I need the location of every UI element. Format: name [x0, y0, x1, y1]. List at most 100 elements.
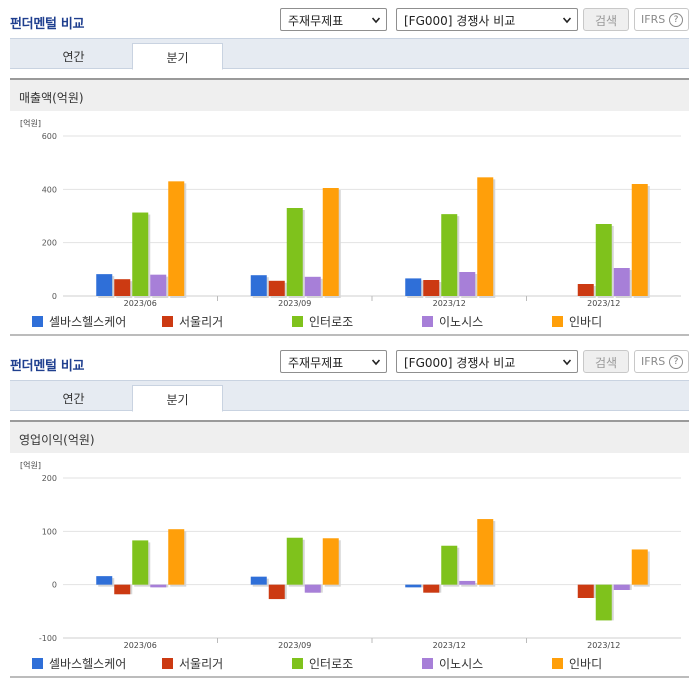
bar [268, 584, 285, 600]
statement-type-value: 주재무제표 [288, 356, 344, 370]
legend-label: 인바디 [569, 315, 603, 329]
period-tabs: 연간 분기 [10, 380, 689, 412]
bar [477, 177, 494, 296]
bar [286, 208, 303, 296]
legend-swatch [422, 316, 433, 327]
peer-group-value: [FG000] 경쟁사 비교 [404, 356, 516, 370]
bar [114, 584, 131, 595]
statement-type-value: 주재무제표 [288, 14, 344, 28]
bar [631, 184, 648, 296]
bar [631, 549, 648, 585]
statement-type-select[interactable]: 주재무제표 [280, 8, 387, 31]
tab-annual[interactable]: 연간 [62, 392, 85, 406]
peer-group-select[interactable]: [FG000] 경쟁사 비교 [396, 350, 578, 373]
bar [322, 538, 339, 585]
ifrs-button[interactable]: IFRS ? [634, 8, 689, 31]
x-tick-label: 2023/12 [587, 299, 620, 308]
bar [96, 576, 113, 585]
legend-item[interactable]: 인터로조 [292, 313, 353, 330]
period-tabs: 연간 분기 [10, 38, 689, 70]
bar [613, 268, 630, 296]
panel-title: 펀더멘털 비교 [10, 359, 85, 374]
chart-heading: 매출액(억원) [10, 78, 689, 111]
peer-group-select[interactable]: [FG000] 경쟁사 비교 [396, 8, 578, 31]
search-button[interactable]: 검색 [583, 350, 629, 373]
bar [459, 272, 476, 296]
help-icon[interactable]: ? [669, 355, 683, 369]
legend-swatch [422, 658, 433, 669]
tab-quarterly[interactable]: 분기 [132, 43, 223, 70]
legend-swatch [32, 658, 43, 669]
bar [595, 224, 612, 296]
chevron-down-icon [563, 359, 571, 366]
bar [577, 584, 594, 598]
bar [304, 276, 321, 296]
legend-item[interactable]: 인바디 [552, 655, 602, 672]
x-tick-label: 2023/06 [124, 299, 157, 308]
bar [441, 214, 458, 296]
legend-item[interactable]: 이노시스 [422, 655, 483, 672]
legend-label: 셀바스헬스케어 [49, 315, 127, 329]
bar [405, 584, 422, 588]
fundamental-panel-revenue: 펀더멘털 비교 주재무제표 [FG000] 경쟁사 비교 검색 IFRS ? 연… [10, 8, 689, 336]
x-tick-label: 2023/09 [278, 641, 311, 650]
ifrs-button[interactable]: IFRS ? [634, 350, 689, 373]
bar [322, 188, 339, 296]
x-tick-label: 2023/09 [278, 299, 311, 308]
bar [441, 545, 458, 585]
legend-label: 서울리거 [179, 315, 224, 329]
bar-shadow [461, 582, 478, 587]
chart-legend: 셀바스헬스케어 서울리거 인터로조 이노시스 인바디 [32, 655, 672, 671]
legend-item[interactable]: 셀바스헬스케어 [32, 655, 126, 672]
bar [459, 580, 476, 585]
operating-profit-bar-chart: [억원] -100 0 100 200 2023/06 2023/09 2023/12 2023… [20, 460, 681, 650]
legend-label: 셀바스헬스케어 [49, 657, 127, 671]
statement-type-select[interactable]: 주재무제표 [280, 350, 387, 373]
legend-item[interactable]: 서울리거 [162, 313, 223, 330]
y-tick-label: 0 [52, 581, 57, 590]
search-button[interactable]: 검색 [583, 8, 629, 31]
unit-label: [억원] [20, 460, 41, 470]
peer-group-value: [FG000] 경쟁사 비교 [404, 14, 516, 28]
help-icon[interactable]: ? [669, 13, 683, 27]
bar [477, 519, 494, 585]
divider [10, 676, 689, 678]
tab-annual[interactable]: 연간 [62, 50, 85, 64]
chevron-down-icon [563, 17, 571, 24]
divider [10, 334, 689, 336]
tab-quarterly[interactable]: 분기 [132, 385, 223, 412]
fundamental-panel-operating-profit: 펀더멘털 비교 주재무제표 [FG000] 경쟁사 비교 검색 IFRS ? 연… [0, 342, 696, 684]
x-tick-label: 2023/12 [433, 641, 466, 650]
ifrs-label: IFRS [641, 13, 666, 26]
legend-label: 이노시스 [439, 315, 484, 329]
panel-title: 펀더멘털 비교 [10, 17, 85, 32]
revenue-bar-chart: [억원] 0 200 400 600 2023/06 2023/09 2023/12 2023/… [20, 118, 681, 308]
legend-swatch [162, 658, 173, 669]
chart-heading: 영업이익(억원) [10, 420, 689, 453]
legend-item[interactable]: 이노시스 [422, 313, 483, 330]
y-tick-label: 200 [42, 474, 57, 483]
bar [250, 576, 267, 585]
y-tick-label: 400 [42, 185, 57, 194]
legend-swatch [292, 316, 303, 327]
unit-label: [억원] [20, 118, 41, 128]
y-tick-label: 200 [42, 239, 57, 248]
legend-label: 서울리거 [179, 657, 224, 671]
bar [577, 284, 594, 296]
x-tick-label: 2023/12 [587, 641, 620, 650]
legend-swatch [552, 316, 563, 327]
legend-swatch [162, 316, 173, 327]
bar [168, 181, 185, 296]
bar [150, 274, 167, 296]
bar [150, 584, 167, 588]
legend-item[interactable]: 셀바스헬스케어 [32, 313, 126, 330]
chevron-down-icon [372, 359, 380, 366]
legend-item[interactable]: 인터로조 [292, 655, 353, 672]
bar [405, 278, 422, 296]
legend-label: 인바디 [569, 657, 603, 671]
bar [423, 280, 440, 296]
legend-item[interactable]: 서울리거 [162, 655, 223, 672]
legend-swatch [552, 658, 563, 669]
legend-item[interactable]: 인바디 [552, 313, 602, 330]
chart-legend: 셀바스헬스케어 서울리거 인터로조 이노시스 인바디 [32, 313, 672, 329]
